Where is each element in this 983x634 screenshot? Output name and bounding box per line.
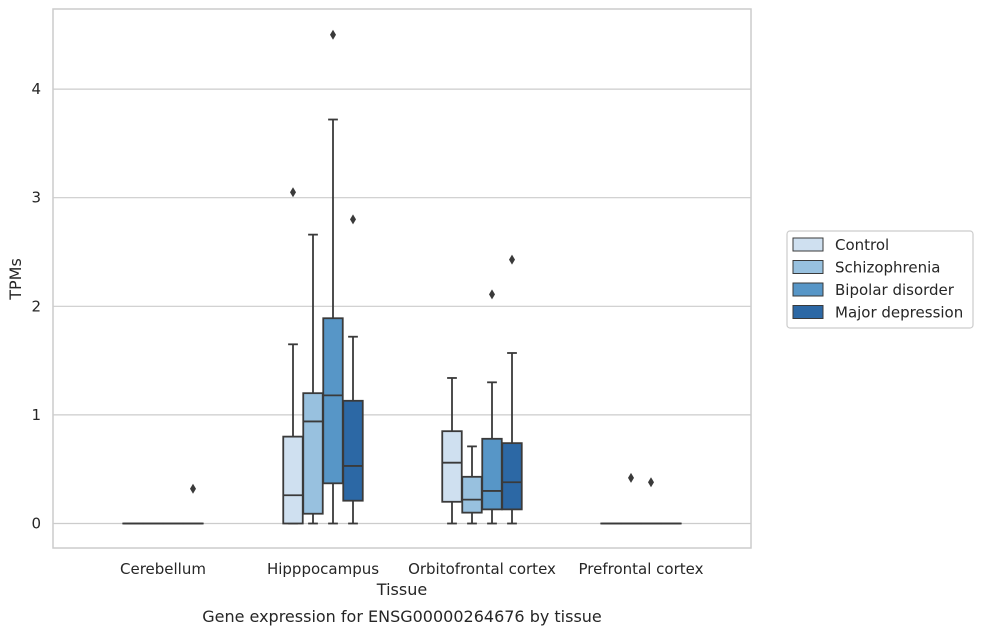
outlier-point: [290, 187, 296, 198]
legend-label: Bipolar disorder: [835, 281, 955, 299]
x-axis-title: Tissue: [376, 580, 427, 599]
legend-swatch: [792, 282, 824, 297]
plot-frame: [52, 8, 752, 549]
box: [282, 435, 304, 525]
outlier-point: [190, 483, 196, 494]
y-axis-title: TPMs: [6, 258, 25, 301]
y-tick-label: 3: [31, 189, 41, 207]
legend-swatch: [792, 260, 824, 274]
box: [322, 317, 344, 485]
box: [342, 399, 364, 502]
y-tick-label: 4: [31, 80, 41, 98]
legend: Control Schizophrenia Bipolar disorder Majo…: [786, 230, 974, 329]
legend-label: Major depression: [835, 304, 963, 322]
axes: 0 1 2 3 4 Cerebellum Hipppocampus Orbitofrontal…: [31, 8, 752, 578]
legend-swatch: [792, 237, 824, 252]
x-tick-label: Hipppocampus: [267, 560, 379, 578]
box: [481, 437, 503, 511]
outlier-point: [330, 29, 336, 40]
plot-area: [122, 29, 682, 525]
gridlines: [53, 88, 751, 525]
x-tick-label: Cerebellum: [120, 560, 206, 578]
legend-swatch: [792, 305, 824, 319]
x-tick-label: Prefrontal cortex: [579, 560, 704, 578]
outlier-point: [489, 289, 495, 300]
y-tick-label: 0: [31, 515, 41, 533]
outlier-point: [350, 214, 356, 225]
outlier-point: [628, 472, 634, 483]
legend-label: Schizophrenia: [835, 259, 940, 277]
box: [302, 392, 324, 515]
figure-caption: Gene expression for ENSG00000264676 by t…: [202, 607, 602, 626]
box: [441, 430, 463, 503]
box: [461, 475, 483, 514]
legend-label: Control: [835, 236, 889, 254]
y-tick-label: 2: [31, 297, 41, 315]
box: [501, 442, 523, 511]
outlier-point: [509, 254, 515, 265]
legend-box: [786, 230, 974, 329]
y-tick-label: 1: [31, 406, 41, 424]
outlier-point: [648, 477, 654, 488]
x-tick-label: Orbitofrontal cortex: [408, 560, 556, 578]
